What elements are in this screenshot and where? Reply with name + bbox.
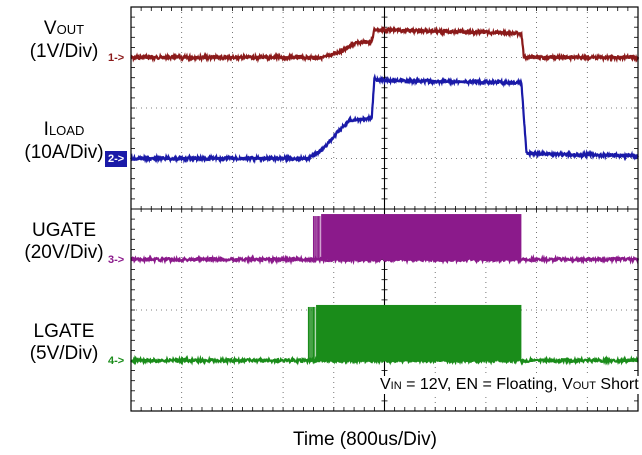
plot-frame: [130, 6, 639, 412]
note-part: Short: [595, 376, 639, 393]
note-part: = 12V, EN = Floating, V: [401, 376, 573, 393]
channel-name-main: LGATE: [33, 320, 95, 342]
channel-name: ILOAD: [0, 119, 128, 142]
x-axis-label: Time (800us/Div): [293, 429, 437, 450]
waveform-baseline: [130, 253, 640, 266]
switching-burst: [321, 214, 522, 260]
channel-label-2: ILOAD (10A/Div): [0, 119, 128, 164]
channel-scale: (10A/Div): [24, 141, 104, 163]
channel-name-sub: LOAD: [48, 122, 85, 138]
note-part: OUT: [572, 380, 596, 392]
channel-label-3: UGATE (20V/Div): [0, 220, 128, 264]
channel-scale: (5V/Div): [29, 342, 99, 364]
test-condition-note: VIN = 12V, EN = Floating, VOUT Short: [380, 376, 639, 394]
channel-marker-2: 2->: [105, 150, 128, 167]
waveform-line: [130, 25, 640, 64]
note-part: IN: [390, 380, 402, 392]
waveform-line: [130, 73, 639, 165]
channel-name-main: UGATE: [31, 219, 97, 241]
channel-marker-3: 3->: [108, 253, 125, 266]
trace-channel-1: [130, 25, 640, 64]
channel-scale: (20V/Div): [24, 241, 104, 263]
trace-channel-4: [130, 304, 639, 366]
channel-marker-1: 1->: [108, 51, 125, 64]
note-part: V: [380, 376, 391, 393]
switching-burst: [316, 304, 522, 361]
channel-marker-4: 4->: [108, 354, 125, 367]
channel-name: LGATE: [0, 321, 128, 343]
channel-scale: (1V/Div): [29, 40, 99, 62]
channel-name: VOUT: [0, 18, 128, 41]
trace-channel-2: [130, 73, 639, 165]
channel-label-1: VOUT (1V/Div): [0, 18, 128, 63]
trace-channel-3: [130, 214, 640, 266]
channel-name-main: I: [43, 118, 49, 140]
channel-name: UGATE: [0, 220, 128, 242]
channel-name-sub: OUT: [56, 21, 85, 37]
traces: [130, 25, 640, 366]
channel-label-4: LGATE (5V/Div): [0, 321, 128, 365]
channel-name-main: V: [43, 17, 57, 39]
